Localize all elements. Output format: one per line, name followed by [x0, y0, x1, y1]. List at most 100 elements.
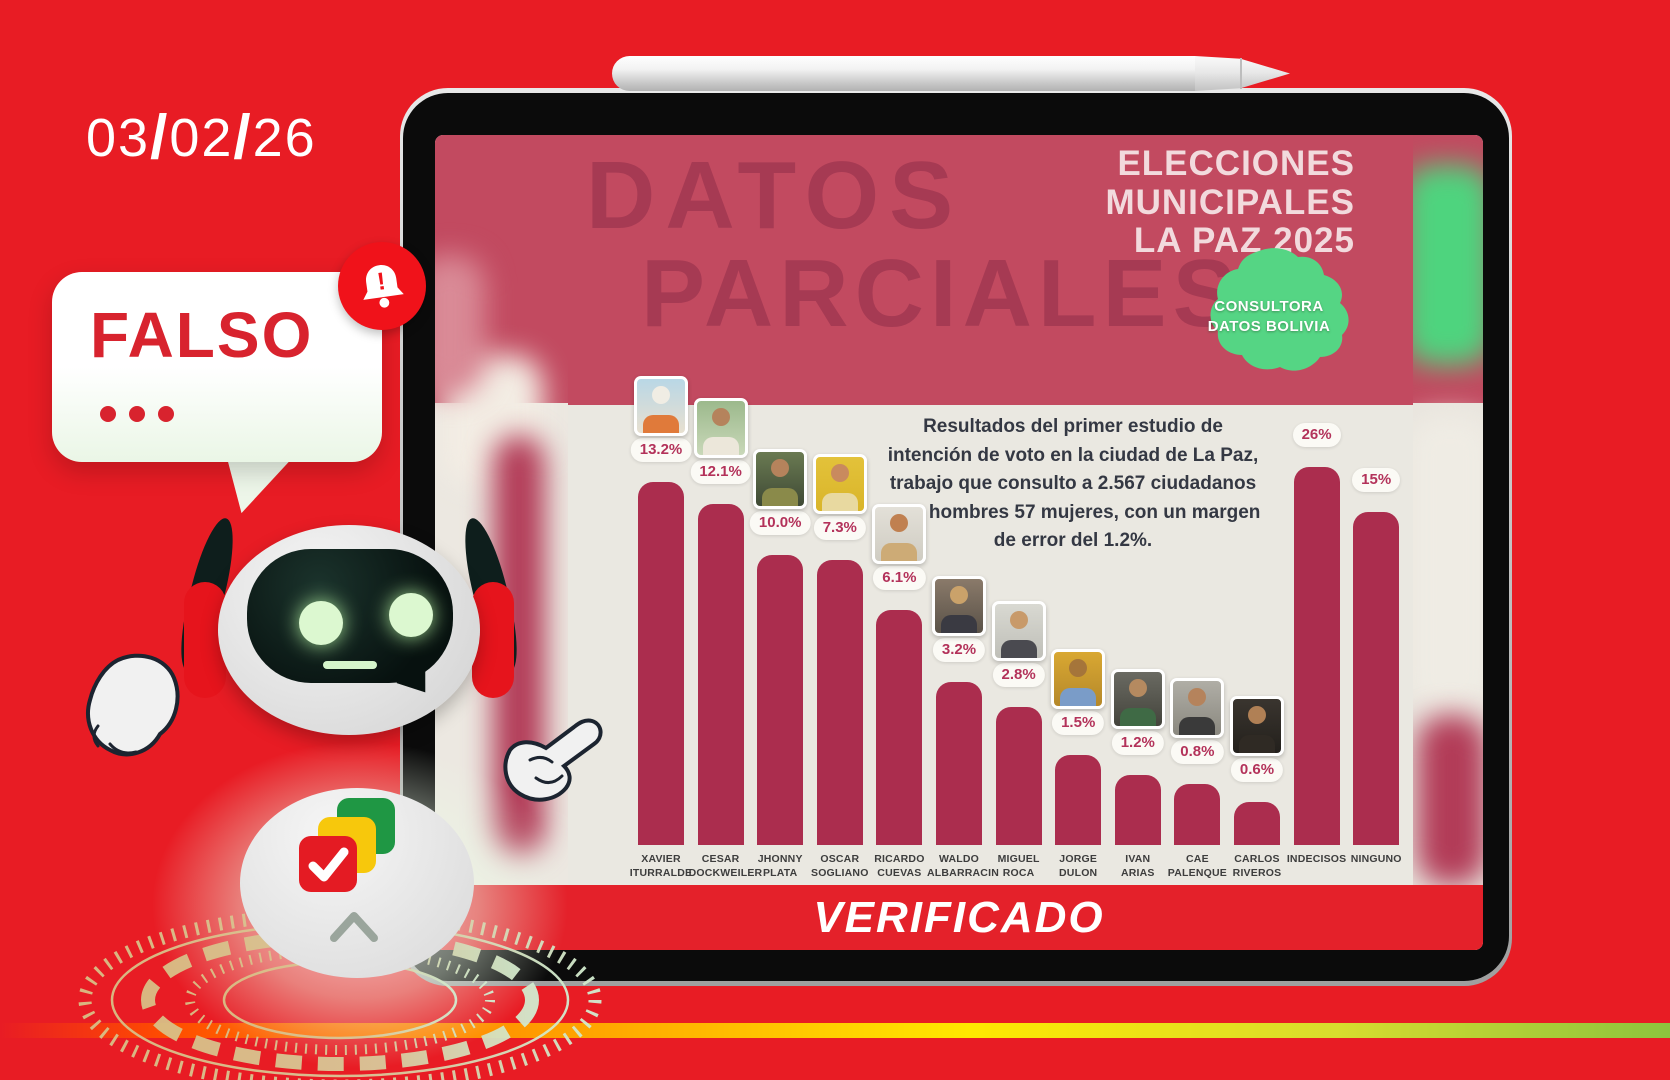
tablet-screen: DATOS PARCIALES ELECCIONES MUNICIPALES L…: [435, 135, 1483, 950]
photo-head: [950, 586, 968, 604]
candidate-name: MIGUEL ROCA: [997, 853, 1040, 879]
candidate-photo: [634, 376, 688, 436]
candidate-photo: [1051, 649, 1106, 709]
typing-dots: [100, 406, 174, 422]
candidate-photo: [693, 398, 748, 458]
study-line: trabajo que consulto a 2.567 ciudadanos: [889, 473, 1257, 494]
bar-OSCAR SOGLIANO: [816, 560, 863, 845]
robot-right-pointing-hand: [503, 718, 603, 802]
photo-head: [1248, 706, 1266, 724]
candidate-name: CARLOS RIVEROS: [1232, 853, 1282, 879]
photo-body: [881, 543, 918, 561]
candidate-name: OSCAR SOGLIANO: [810, 853, 869, 879]
value-pill: 12.1%: [690, 460, 751, 484]
photo-body: [762, 488, 799, 506]
date-separator: /: [233, 103, 253, 172]
photo-body: [941, 615, 977, 633]
value-pill: 13.2%: [630, 438, 692, 462]
poster-title-line: ELECCIONES: [1117, 144, 1355, 183]
bar-CARLOS RIVEROS: [1234, 802, 1280, 845]
alert-bell-icon: !: [338, 242, 426, 330]
value-pill: 7.3%: [813, 516, 866, 540]
photo-head: [1009, 611, 1028, 629]
poster-image: DATOS PARCIALES ELECCIONES MUNICIPALES L…: [568, 135, 1413, 885]
bar-IVAN ARIAS: [1114, 775, 1161, 845]
verdict-label: FALSO: [90, 299, 314, 371]
verified-label: VERIFICADO: [813, 892, 1105, 942]
bar-MIGUEL ROCA: [995, 707, 1042, 845]
consultora-line2: DATOS BOLIVIA: [1207, 318, 1331, 336]
date-day: 03: [86, 108, 151, 168]
candidate-name: JORGE DULON: [1059, 853, 1098, 879]
value-pill: 15%: [1352, 468, 1401, 492]
candidate-photo: [1110, 669, 1165, 729]
svg-text:!: !: [376, 268, 388, 296]
watermark-line1: DATOS: [586, 142, 964, 249]
value-pill: 3.2%: [932, 638, 986, 662]
candidate-photo: [1170, 678, 1225, 738]
photo-body: [643, 415, 679, 433]
candidate-name: CAE PALENQUE: [1167, 853, 1227, 879]
photo-head: [830, 464, 849, 482]
poster-blurred-right-edge: [1413, 135, 1483, 885]
value-pill: 10.0%: [749, 511, 811, 535]
study-line: 43% hombres 57 mujeres, con un margen: [885, 501, 1261, 523]
poster-title-line: LA PAZ 2025: [1133, 221, 1355, 260]
value-pill: 1.5%: [1052, 711, 1105, 735]
photo-head: [890, 514, 909, 532]
photo-head: [771, 459, 790, 477]
poster-title-line: MUNICIPALES: [1105, 182, 1355, 222]
bar-CESAR DOCKWEILER: [697, 504, 744, 845]
bar-XAVIER ITURRALDE: [638, 482, 684, 845]
bar-chart: Resultados del primer estudio de intenci…: [568, 376, 1413, 885]
poster-header: DATOS PARCIALES ELECCIONES MUNICIPALES L…: [568, 135, 1413, 405]
bar-RICARDO CUEVAS: [876, 610, 923, 845]
value-pill: 26%: [1292, 423, 1341, 447]
candidate-name: JHONNY PLATA: [757, 853, 803, 879]
candidate-photo: [812, 454, 867, 514]
photo-head: [711, 408, 730, 426]
photo-head: [1188, 688, 1207, 706]
value-pill: 1.2%: [1111, 731, 1164, 755]
candidate-name: IVAN ARIAS: [1120, 853, 1155, 879]
bar-NINGUNO: [1353, 512, 1400, 845]
photo-body: [1000, 640, 1037, 658]
photo-body: [702, 437, 739, 455]
stylus-pen-tip: [1195, 56, 1290, 91]
candidate-name: RICARDO CUEVAS: [874, 853, 925, 879]
bar-CAE PALENQUE: [1174, 784, 1221, 845]
robot-mouth: [323, 661, 377, 669]
robot-right-eye: [389, 593, 433, 637]
robot-left-eye: [299, 601, 343, 645]
candidate-name: XAVIER ITURRALDE: [629, 853, 693, 879]
candidate-name: WALDO ALBARRACIN: [927, 853, 999, 879]
stylus-pen: [612, 56, 1195, 91]
candidate-photo: [932, 576, 986, 636]
photo-body: [1119, 708, 1156, 726]
value-pill: 2.8%: [992, 663, 1045, 687]
study-line: intención de voto en la ciudad de La Paz…: [887, 444, 1259, 466]
consultora-line1: CONSULTORA: [1214, 298, 1324, 315]
value-pill: 0.8%: [1171, 740, 1224, 764]
photo-body: [1239, 735, 1275, 753]
robot-face-screen: [247, 549, 453, 683]
bar-JHONNY PLATA: [757, 555, 804, 845]
verified-banner: VERIFICADO: [435, 885, 1483, 950]
study-description: Resultados del primer estudio de intenci…: [838, 413, 1308, 556]
value-pill: 6.1%: [873, 566, 926, 590]
candidate-photo: [753, 449, 808, 509]
photo-body: [1060, 688, 1097, 706]
robot-head: [218, 525, 480, 735]
value-pill: 0.6%: [1230, 758, 1284, 782]
study-line: Resultados del primer estudio de: [923, 416, 1223, 437]
photo-head: [1128, 679, 1147, 697]
bar-INDECISOS: [1293, 467, 1340, 845]
candidate-photo: [1230, 696, 1284, 756]
candidate-photo: [872, 504, 927, 564]
date-badge: 03/02/26: [86, 100, 317, 172]
robot-chevron: [330, 912, 378, 942]
date-month: 02: [169, 108, 234, 168]
photo-body: [1179, 717, 1216, 735]
photo-head: [652, 386, 670, 404]
